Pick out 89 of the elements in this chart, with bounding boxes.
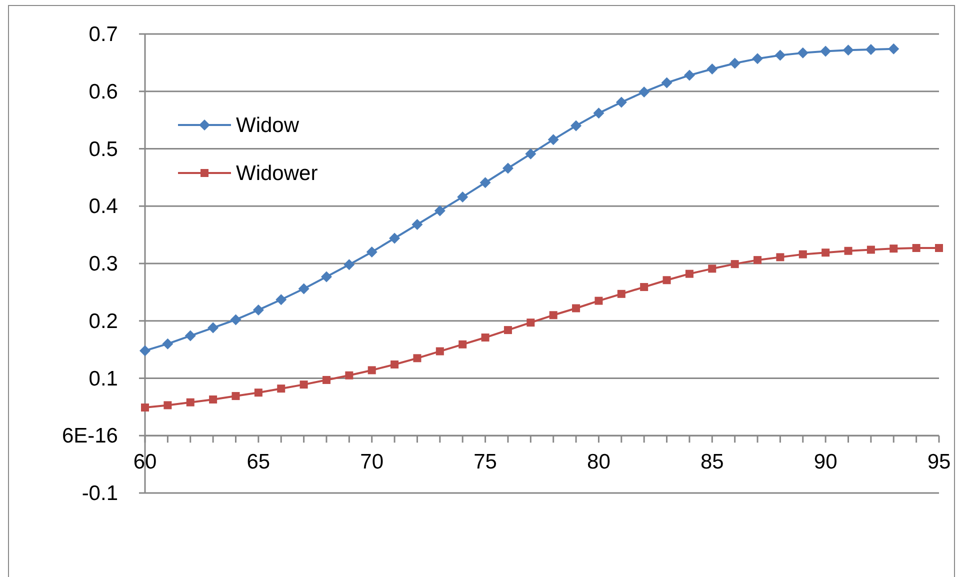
y-tick-label: -0.1	[82, 482, 118, 505]
point	[184, 330, 196, 342]
point	[798, 250, 807, 258]
point	[572, 304, 580, 312]
point	[368, 366, 376, 374]
y-tick-label: 0.3	[88, 252, 118, 276]
point	[254, 388, 262, 397]
point	[300, 380, 308, 389]
point	[162, 338, 174, 350]
point	[140, 345, 150, 356]
point	[754, 256, 762, 264]
y-tick-label: 0.1	[88, 367, 118, 390]
point	[797, 47, 808, 58]
point	[548, 134, 559, 146]
point	[708, 264, 716, 273]
point	[842, 44, 854, 56]
point	[594, 296, 603, 305]
y-tick-label: 0.4	[88, 195, 118, 218]
legend-label: Widow	[236, 114, 300, 137]
point	[277, 384, 286, 393]
point	[457, 191, 468, 202]
point	[412, 218, 423, 230]
point	[890, 244, 898, 253]
point	[638, 86, 650, 98]
point	[141, 404, 149, 412]
point	[640, 283, 648, 292]
point	[570, 120, 582, 132]
x-tick-label: 65	[246, 450, 270, 474]
x-tick-label: 60	[133, 450, 157, 474]
point	[276, 294, 287, 306]
point	[164, 401, 172, 410]
point	[525, 148, 536, 160]
y-tick-label: 6E-16	[62, 424, 118, 448]
point	[413, 354, 422, 362]
x-tick-label: 75	[474, 450, 497, 474]
point	[820, 46, 832, 57]
point	[298, 283, 310, 294]
point	[549, 311, 558, 320]
point	[935, 244, 943, 252]
point	[616, 96, 627, 108]
x-tick-label: 90	[814, 450, 838, 474]
point	[434, 205, 446, 216]
y-tick-label: 0.2	[88, 310, 118, 333]
y-tick-label: 0.6	[88, 80, 118, 104]
point	[684, 70, 695, 81]
point	[252, 304, 264, 316]
x-tick-label: 85	[700, 450, 724, 474]
point	[458, 340, 467, 348]
point	[752, 53, 764, 64]
point	[481, 334, 490, 342]
point	[366, 246, 378, 258]
point	[865, 44, 876, 55]
point	[186, 398, 194, 406]
point	[822, 248, 830, 257]
point	[662, 276, 671, 284]
y-tick-label: 0.7	[88, 23, 118, 46]
point	[526, 318, 535, 327]
point	[706, 64, 718, 74]
point	[208, 322, 219, 334]
point	[593, 108, 604, 119]
legend-label: Widower	[236, 162, 318, 185]
point	[322, 376, 330, 384]
point	[866, 246, 875, 254]
x-tick-label: 80	[587, 450, 610, 474]
point	[685, 270, 694, 278]
x-tick-label: 95	[927, 450, 951, 474]
point	[776, 253, 784, 262]
point	[730, 260, 739, 268]
point	[480, 177, 491, 188]
point	[230, 314, 242, 326]
point	[345, 371, 354, 380]
point	[502, 162, 514, 174]
point	[344, 259, 355, 270]
point	[888, 43, 900, 54]
point	[389, 232, 400, 244]
point	[912, 244, 920, 252]
point	[729, 58, 740, 69]
point	[774, 50, 786, 61]
point	[617, 290, 626, 298]
point	[504, 326, 512, 334]
point	[209, 395, 218, 404]
y-tick-label: 0.5	[88, 138, 118, 161]
point	[844, 246, 852, 255]
point	[436, 347, 444, 356]
x-tick-label: 70	[360, 450, 384, 474]
point	[661, 77, 672, 88]
point	[320, 271, 332, 282]
point	[390, 360, 399, 368]
point	[232, 392, 240, 400]
